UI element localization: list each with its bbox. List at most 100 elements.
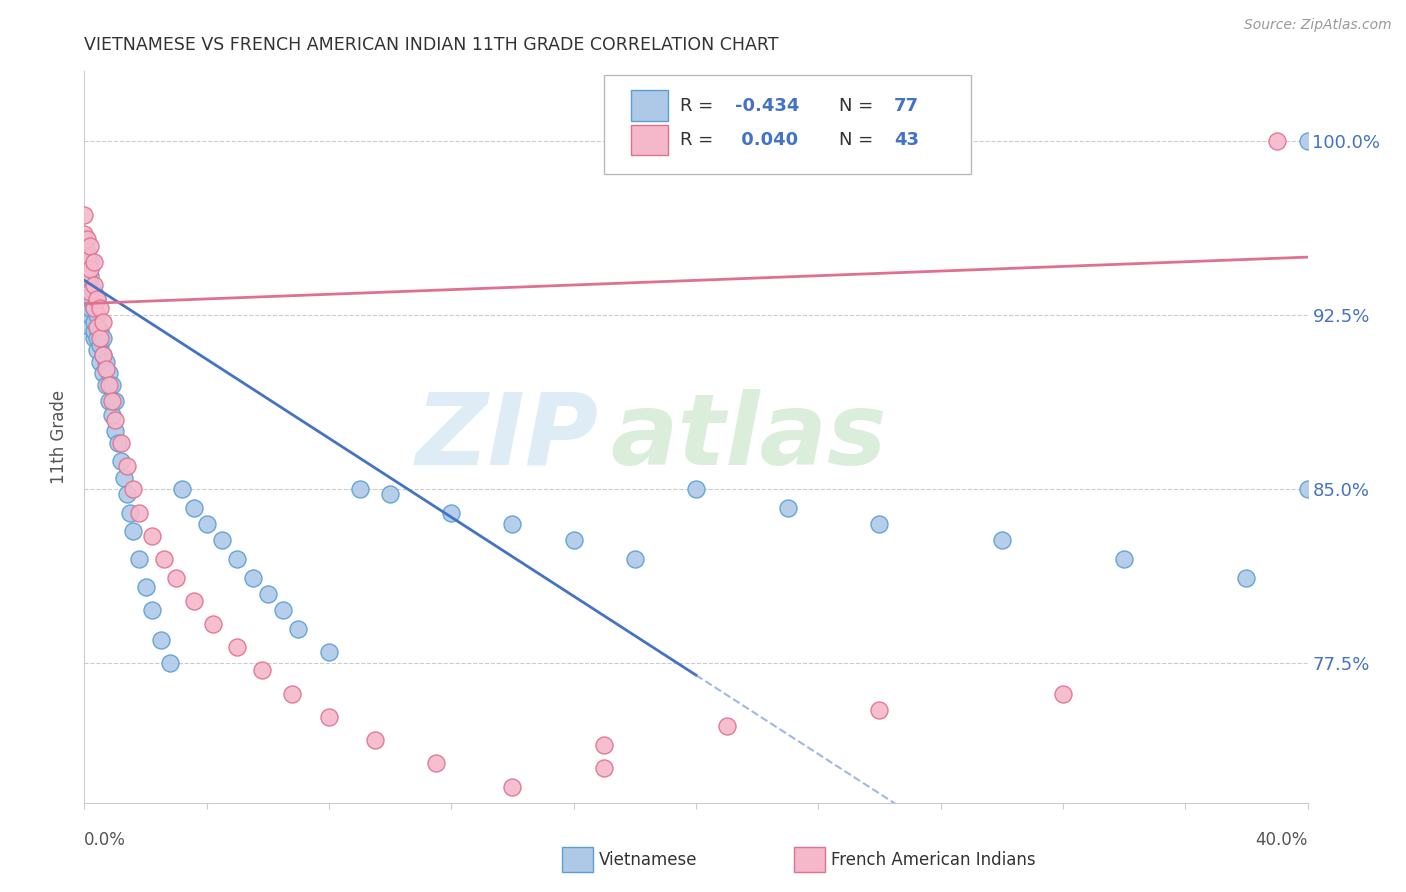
Point [79,301,101,316]
Text: 0.040: 0.040 [735,131,799,149]
Point [76,231,98,245]
Point [104,412,127,426]
Point [91,331,114,345]
Point [86,319,108,334]
Point [79,292,101,306]
Point [149,633,172,648]
FancyBboxPatch shape [605,75,972,174]
Text: 40.0%: 40.0% [1256,830,1308,848]
Point [869,703,891,717]
Point [83,277,105,292]
Point [89,338,111,352]
Point [593,738,616,752]
Point [76,292,98,306]
Y-axis label: 11th Grade: 11th Grade [51,390,69,484]
Point [76,285,98,299]
Point [115,459,138,474]
Point [104,394,127,409]
Point [141,603,163,617]
Point [110,436,132,450]
Point [101,394,124,409]
Point [153,552,176,566]
Point [250,664,273,678]
Point [91,315,114,329]
Point [318,710,340,724]
Point [1296,483,1319,497]
Point [624,552,647,566]
Point [76,301,98,316]
Point [97,366,120,380]
Point [502,517,524,532]
Point [76,308,98,322]
Text: 0.0%: 0.0% [84,830,127,848]
Text: R =: R = [681,131,718,149]
Point [86,343,108,357]
Point [86,319,108,334]
Point [94,361,117,376]
Point [869,517,891,532]
Point [89,301,111,316]
Point [79,238,101,252]
Point [128,552,150,566]
Point [76,250,98,264]
Point [86,308,108,322]
Point [91,348,114,362]
Point [94,354,117,368]
Bar [631,125,668,155]
Point [89,325,111,339]
Point [226,552,249,566]
Point [211,533,233,548]
Point [685,483,707,497]
Point [89,331,111,345]
Point [79,319,101,334]
Point [502,780,524,794]
Point [97,377,120,392]
Point [83,325,105,339]
Point [73,227,96,241]
Point [86,331,108,345]
Point [135,580,157,594]
Point [122,483,145,497]
Point [141,529,163,543]
Point [76,261,98,276]
Point [83,301,105,316]
Point [195,517,218,532]
Point [83,331,105,345]
Text: -0.434: -0.434 [735,96,800,115]
Point [122,524,145,538]
Point [380,487,402,501]
Point [76,273,98,287]
Point [281,687,304,701]
Point [1236,570,1258,584]
Point [73,277,96,292]
Point [562,533,585,548]
Point [776,500,799,515]
Point [94,377,117,392]
Point [73,296,96,310]
Point [128,506,150,520]
Point [183,594,205,608]
Point [83,285,105,299]
Point [593,761,616,775]
Text: N =: N = [839,96,879,115]
Point [287,622,309,636]
Point [73,285,96,299]
Text: N =: N = [839,131,879,149]
Point [79,261,101,276]
Point [991,533,1014,548]
Point [79,268,101,283]
Text: R =: R = [681,96,718,115]
Point [83,315,105,329]
Point [79,308,101,322]
Point [165,570,187,584]
Point [79,254,101,268]
Point [183,500,205,515]
Text: Source: ZipAtlas.com: Source: ZipAtlas.com [1244,18,1392,32]
Point [89,354,111,368]
Point [79,277,101,292]
Text: Vietnamese: Vietnamese [599,851,697,869]
Point [1265,134,1288,148]
Point [86,292,108,306]
Point [1296,134,1319,148]
Point [115,487,138,501]
